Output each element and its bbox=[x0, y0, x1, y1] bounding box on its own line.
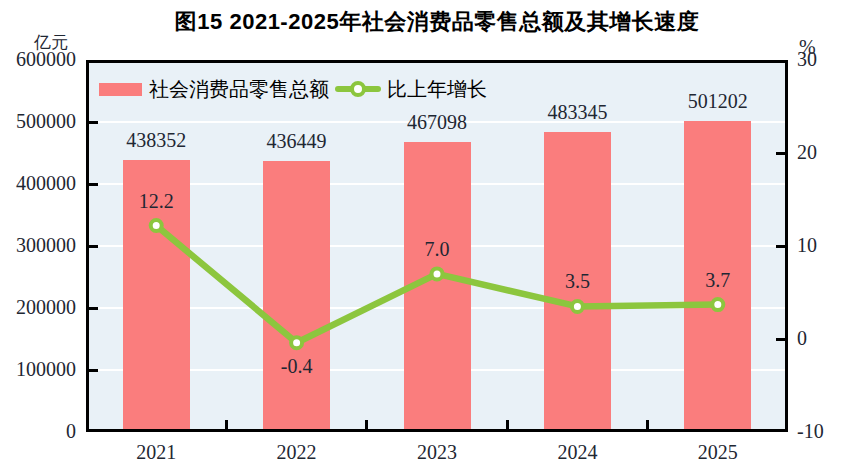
bar-value-label: 436449 bbox=[267, 130, 327, 153]
left-axis-tick-label: 500000 bbox=[0, 110, 76, 133]
left-axis-tick-label: 300000 bbox=[0, 234, 76, 257]
bar-value-label: 438352 bbox=[126, 129, 186, 152]
bar-value-label: 501202 bbox=[688, 90, 748, 113]
growth-line-marker bbox=[291, 337, 302, 348]
growth-value-label: 12.2 bbox=[139, 190, 174, 213]
right-axis-tick-label: 10 bbox=[797, 234, 817, 257]
x-axis-label-2025: 2025 bbox=[698, 441, 738, 464]
chart-figure: 图15 2021-2025年社会消费品零售总额及其增长速度 亿元 % 社会消费品… bbox=[0, 0, 844, 473]
line-series-legend-label: 比上年增长 bbox=[387, 76, 487, 103]
growth-value-label: 3.5 bbox=[565, 270, 590, 293]
chart-title: 图15 2021-2025年社会消费品零售总额及其增长速度 bbox=[86, 7, 788, 37]
bar-value-label: 483345 bbox=[547, 101, 607, 124]
x-axis-label-2024: 2024 bbox=[557, 441, 597, 464]
x-axis-label-2023: 2023 bbox=[417, 441, 457, 464]
left-axis-tick-label: 100000 bbox=[0, 358, 76, 381]
legend-line-marker-dot bbox=[350, 81, 366, 97]
growth-line-marker bbox=[151, 220, 162, 231]
right-axis-tick-label: -10 bbox=[797, 420, 824, 443]
line-series-legend-marker bbox=[335, 80, 381, 98]
right-axis-tick-label: 20 bbox=[797, 141, 817, 164]
x-axis-label-2021: 2021 bbox=[136, 441, 176, 464]
right-axis-tick-label: 0 bbox=[797, 327, 807, 350]
growth-value-label: 7.0 bbox=[425, 238, 450, 261]
growth-line-marker bbox=[572, 301, 583, 312]
right-axis-tick-label: 30 bbox=[797, 48, 817, 71]
growth-line-marker bbox=[432, 268, 443, 279]
bar-value-label: 467098 bbox=[407, 111, 467, 134]
bar-series-legend-label: 社会消费品零售总额 bbox=[149, 76, 329, 103]
growth-value-label: 3.7 bbox=[705, 269, 730, 292]
growth-line-marker bbox=[712, 299, 723, 310]
left-axis-tick-label: 200000 bbox=[0, 296, 76, 319]
x-axis-label-2022: 2022 bbox=[277, 441, 317, 464]
left-axis-tick-label: 400000 bbox=[0, 172, 76, 195]
left-axis-tick-label: 0 bbox=[0, 420, 76, 443]
growth-value-label: -0.4 bbox=[281, 355, 313, 378]
bar-series-legend-swatch bbox=[99, 83, 142, 96]
left-axis-tick-label: 600000 bbox=[0, 48, 76, 71]
legend: 社会消费品零售总额 比上年增长 bbox=[99, 76, 487, 102]
plot-area: 社会消费品零售总额 比上年增长 438352 436449 467098 483345… bbox=[86, 60, 788, 432]
